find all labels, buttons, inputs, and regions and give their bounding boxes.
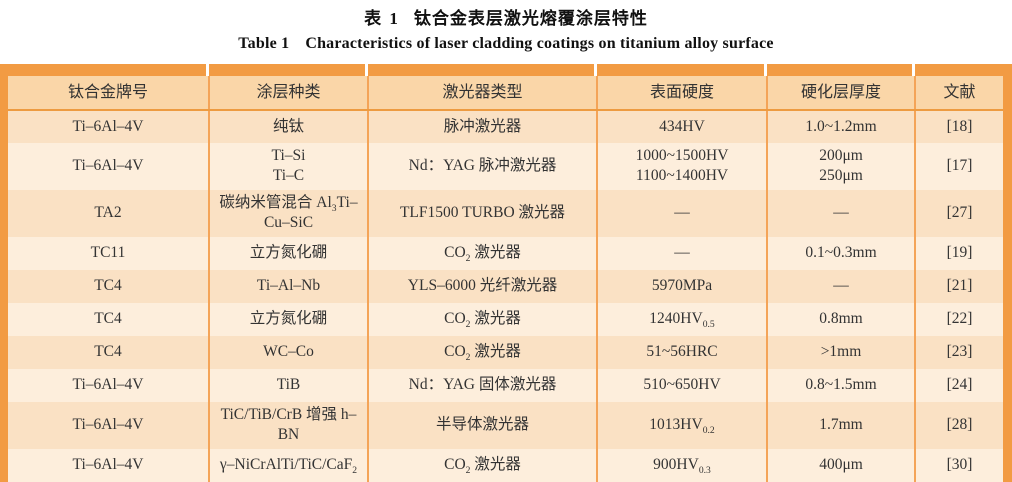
band-segment [8,64,209,76]
cell-surface-hardness: 1240HV0.5 [596,302,767,336]
column-header-hardened-layer-thickness: 硬化层厚度 [766,76,915,111]
cell-alloy-grade: Ti–6Al–4V [72,157,144,175]
cell-laser-type: YLS–6000 光纤激光器 [367,269,597,303]
cell-hardened-layer-thickness: 1.0~1.2mm [766,110,915,143]
cell-laser-type: CO2 激光器 [367,335,597,369]
cell-hardened-layer-thickness: 400μm [766,448,915,482]
table-row: TA2 碳纳米管混合 Al3Ti–Cu–SiC TLF1500 TURBO 激光器 —… [8,189,1003,237]
cell-laser-type: CO2 激光器 [367,236,597,270]
column-header-surface-hardness: 表面硬度 [596,76,767,111]
table-top-band [8,64,1003,76]
cell-alloy-grade: TA2 [94,204,122,222]
table-title-en: Table 1 Characteristics of laser cladding… [0,32,1012,55]
table-row: Ti–6Al–4V TiC/TiB/CrB 增强 h–BN 半导体激光器 1013HV… [8,401,1003,449]
table-row: TC11 立方氮化硼 CO2 激光器 —0.1~0.3mm [19] [8,236,1003,270]
column-header-coating-type: 涂层种类 [208,76,368,111]
cell-reference: [27] [914,189,1003,237]
cell-alloy-grade: Ti–6Al–4V [72,117,144,135]
cell-alloy-grade: TC11 [90,244,126,262]
table-body: Ti–6Al–4V 纯钛 脉冲激光器 434HV 1.0~1.2mm [18] Ti–6Al… [8,110,1003,482]
cell-surface-hardness: 1013HV0.2 [596,401,767,449]
cell-surface-hardness: 5970MPa [596,269,767,303]
cell-coating-type: TiB [208,368,368,402]
cell-laser-type: TLF1500 TURBO 激光器 [367,189,597,237]
cell-hardened-layer-thickness: 0.8~1.5mm [766,368,915,402]
cell-reference: [28] [914,401,1003,449]
cell-laser-type: Nd：YAG 脉冲激光器 [367,143,597,190]
cell-coating-type: γ–NiCrAlTi/TiC/CaF2 [208,448,368,482]
cell-coating-type: TiC/TiB/CrB 增强 h–BN [208,401,368,449]
cell-reference: [22] [914,302,1003,336]
cell-hardened-layer-thickness: 0.8mm [766,302,915,336]
cell-laser-type: CO2 激光器 [367,448,597,482]
cell-reference: [17] [914,143,1003,190]
table-row: TC4 Ti–Al–Nb YLS–6000 光纤激光器 5970MPa — [21] [8,269,1003,303]
table-title-zh: 表 1 钛合金表层激光熔覆涂层特性 [0,7,1012,31]
cell-surface-hardness: 900HV0.3 [596,448,767,482]
cell-laser-type: Nd：YAG 固体激光器 [367,368,597,402]
band-segment [209,64,368,76]
cell-reference: [30] [914,448,1003,482]
cell-reference: [19] [914,236,1003,270]
cell-coating-type: 纯钛 [208,110,368,143]
cell-hardened-layer-thickness: >1mm [766,335,915,369]
cell-coating-type: 立方氮化硼 [208,236,368,270]
cell-reference: [24] [914,368,1003,402]
header-row: 钛合金牌号 涂层种类 激光器类型 表面硬度 硬化层厚度 文献 [8,76,1003,111]
cell-surface-hardness: 1000~1500HV 1100~1400HV [596,143,767,190]
cell-coating-type: 立方氮化硼 [208,302,368,336]
characteristics-table: 钛合金牌号 涂层种类 激光器类型 表面硬度 硬化层厚度 文献 Ti–6Al–4V 纯钛 脉冲激… [0,64,1012,482]
table-row: Ti–6Al–4V Ti–Si Ti–C Nd：YAG 脉冲激光器 1000~1500H… [8,143,1003,190]
cell-reference: [18] [914,110,1003,143]
cell-surface-hardness: — [596,189,767,237]
column-header-reference: 文献 [914,76,1003,111]
cell-coating-type: 碳纳米管混合 Al3Ti–Cu–SiC [208,189,368,237]
band-segment [368,64,597,76]
cell-alloy-grade: Ti–6Al–4V [72,376,144,394]
band-segment [597,64,767,76]
table-title-zh-text: 钛合金表层激光熔覆涂层特性 [413,9,648,28]
column-header-laser-type: 激光器类型 [367,76,597,111]
cell-surface-hardness: 510~650HV [596,368,767,402]
table-row: Ti–6Al–4V TiB Nd：YAG 固体激光器 510~650HV 0.8~1.5… [8,368,1003,402]
table-row: Ti–6Al–4V γ–NiCrAlTi/TiC/CaF2 CO2 激光器 900HV… [8,448,1003,482]
cell-hardened-layer-thickness: 0.1~0.3mm [766,236,915,270]
band-segment [767,64,915,76]
cell-surface-hardness: — [596,236,767,270]
cell-alloy-grade: Ti–6Al–4V [72,416,144,434]
cell-surface-hardness: 434HV [596,110,767,143]
cell-reference: [23] [914,335,1003,369]
cell-laser-type: 半导体激光器 [367,401,597,449]
table-number-zh: 表 1 [364,9,400,28]
table-row: TC4 WC–Co CO2 激光器 51~56HRC >1mm [23] [8,335,1003,369]
cell-coating-type: Ti–Al–Nb [208,269,368,303]
cell-hardened-layer-thickness: — [766,269,915,303]
cell-coating-type: Ti–Si Ti–C [208,143,368,190]
table-caption: 表 1 钛合金表层激光熔覆涂层特性 Table 1 Characteristics … [0,0,1012,55]
table-row: Ti–6Al–4V 纯钛 脉冲激光器 434HV 1.0~1.2mm [18] [8,110,1003,143]
cell-laser-type: 脉冲激光器 [367,110,597,143]
cell-alloy-grade: TC4 [94,343,122,361]
table-number-en: Table 1 [238,35,290,52]
cell-reference: [21] [914,269,1003,303]
band-segment [915,64,1003,76]
cell-alloy-grade: Ti–6Al–4V [72,455,144,473]
table-title-en-text: Characteristics of laser cladding coatin… [305,35,774,52]
column-header-alloy-grade: 钛合金牌号 [8,76,209,111]
cell-surface-hardness: 51~56HRC [596,335,767,369]
cell-coating-type: WC–Co [208,335,368,369]
cell-alloy-grade: TC4 [94,310,122,328]
cell-alloy-grade: TC4 [94,277,122,295]
cell-hardened-layer-thickness: 200μm 250μm [766,143,915,190]
cell-laser-type: CO2 激光器 [367,302,597,336]
data-table: 钛合金牌号 涂层种类 激光器类型 表面硬度 硬化层厚度 文献 Ti–6Al–4V 纯钛 脉冲激… [8,76,1003,482]
cell-hardened-layer-thickness: — [766,189,915,237]
cell-hardened-layer-thickness: 1.7mm [766,401,915,449]
table-row: TC4 立方氮化硼 CO2 激光器 1240HV0.5 0.8mm [22] [8,302,1003,336]
